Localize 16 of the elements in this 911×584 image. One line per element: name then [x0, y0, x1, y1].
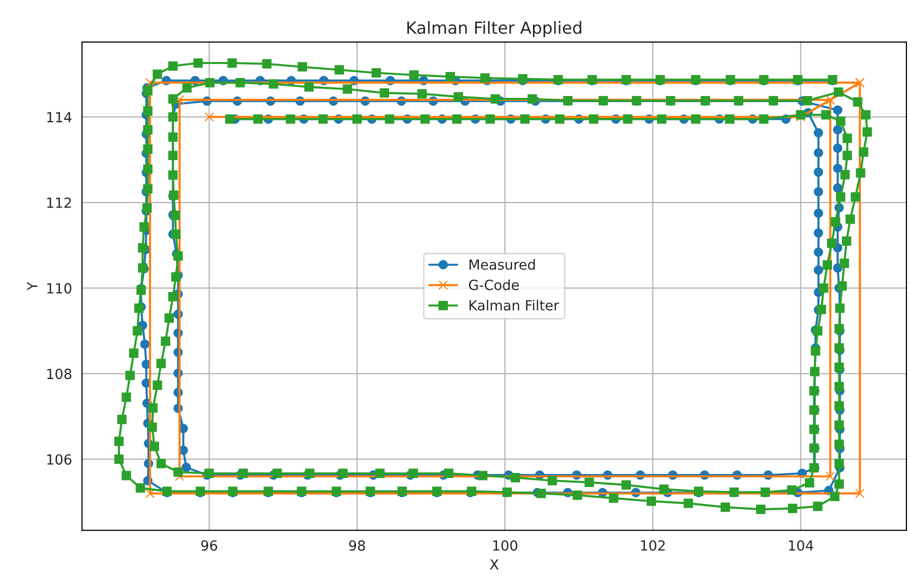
- y-tick-label: 106: [47, 454, 72, 465]
- x-tick-label: 100: [493, 540, 518, 551]
- y-tick-label: 114: [47, 112, 72, 122]
- y-axis-title: Y: [27, 282, 38, 290]
- legend-label: Kalman Filter: [470, 300, 560, 311]
- x-tick-label: 98: [349, 540, 365, 551]
- y-tick-label: 108: [47, 368, 72, 380]
- x-axis-title: X: [490, 559, 499, 570]
- y-tick-label: 110: [47, 283, 72, 294]
- x-tick-label: 104: [788, 540, 814, 551]
- chart-title: Kalman Filter Applied: [407, 21, 582, 38]
- x-tick-label: 96: [201, 540, 218, 551]
- x-tick-label: 102: [641, 540, 665, 551]
- legend-label: Measured: [470, 259, 535, 270]
- legend-label: G-Code: [468, 279, 519, 290]
- y-tick-label: 112: [47, 197, 71, 208]
